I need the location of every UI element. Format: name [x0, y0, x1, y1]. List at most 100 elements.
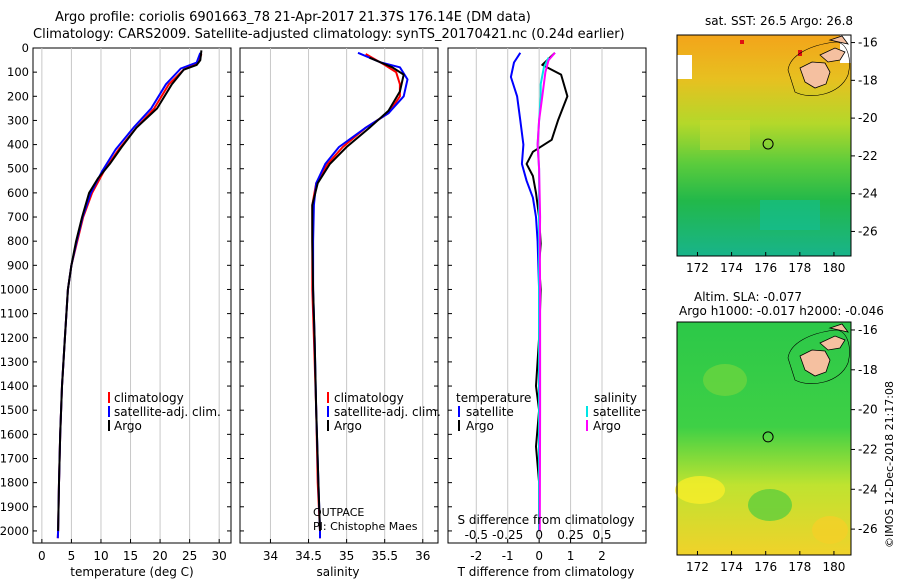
legend-sat-label: satellite-adj. clim.: [334, 405, 441, 419]
depth-tick-label: 1700: [0, 451, 29, 465]
imos-credit: ©IMOS 12-Dec-2018 21:17:08: [883, 381, 896, 548]
s-tick-label: -0.5: [465, 528, 488, 542]
sst-patch: [700, 120, 750, 150]
map-x-tick-label: 178: [788, 261, 811, 275]
map-y-tick-label: -22: [858, 149, 878, 163]
depth-tick-label: 400: [7, 138, 29, 152]
project-annotation: OUTPACE: [313, 506, 364, 519]
map-y-tick-label: -24: [858, 187, 878, 201]
x-tick-label: 0: [535, 549, 543, 563]
x-tick-label: -1: [502, 549, 514, 563]
legend-clim-label: climatology: [334, 391, 404, 405]
sla-map-title: Altim. SLA: -0.077: [694, 290, 802, 304]
x-tick-label: 20: [152, 549, 167, 563]
map-x-tick-label: 174: [720, 560, 743, 574]
fiji-island: [799, 61, 831, 89]
depth-tick-label: 1900: [0, 500, 29, 514]
map-y-tick-label: -26: [858, 522, 878, 536]
x-tick-label: 35.5: [371, 549, 398, 563]
map-y-tick-label: -22: [858, 442, 878, 456]
salinity-x-label: salinity: [316, 565, 359, 579]
s-tick-label: 0: [535, 528, 543, 542]
map-y-tick-label: -18: [858, 363, 878, 377]
depth-tick-label: 1400: [0, 379, 29, 393]
sla-anomaly: [703, 364, 747, 396]
depth-tick-label: 1100: [0, 307, 29, 321]
salinity-panel: 34 34.5 35 35.5 36 salinity climatology sate…: [239, 47, 441, 579]
map-y-tick-label: -18: [858, 73, 878, 87]
depth-tick-label: 1600: [0, 427, 29, 441]
sst-warm-pixel: [740, 40, 744, 44]
s-tick-label: 0.25: [557, 528, 584, 542]
sst-map: sat. SST: 26.5 Argo: 26.8 172 174 176 178 18…: [676, 14, 878, 275]
pi-annotation: PI: Chistophe Maes: [313, 520, 418, 533]
temperature-panel: 0 5 10 15 20 25 30 0 100 200 300 400 500 600 700 800 90…: [0, 41, 232, 579]
sst-patch: [760, 200, 820, 230]
series-line-argo: [57, 50, 203, 531]
sla-map-frame: [676, 321, 852, 556]
map-y-tick-label: -24: [858, 482, 878, 496]
depth-tick-label: 900: [7, 258, 29, 272]
map-y-tick-label: -20: [858, 111, 878, 125]
depth-tick-label: 1500: [0, 403, 29, 417]
bathymetry-contour: [787, 329, 850, 384]
difference-axes-box: [447, 47, 647, 544]
difference-x-label: T difference from climatology: [457, 565, 635, 579]
map-y-tick-label: -16: [858, 36, 878, 50]
temperature-axes-box: [32, 47, 232, 544]
legend-s-argo-label: Argo: [593, 419, 621, 433]
depth-tick-label: 800: [7, 234, 29, 248]
legend-t-sat-label: satellite: [466, 405, 514, 419]
legend-argo-label: Argo: [114, 419, 142, 433]
series-line-argo: [311, 56, 405, 531]
salinity-legend: climatology satellite-adj. clim. Argo: [327, 391, 441, 433]
map-x-tick-label: 172: [686, 560, 709, 574]
x-tick-label: 10: [93, 549, 108, 563]
map-x-tick-label: 178: [788, 560, 811, 574]
map-y-tick-label: -26: [858, 224, 878, 238]
sla-map-subtitle: Argo h1000: -0.017 h2000: -0.046: [679, 304, 884, 318]
legend-clim-label: climatology: [114, 391, 184, 405]
x-tick-label: 0: [38, 549, 46, 563]
map-x-tick-label: 176: [754, 560, 777, 574]
map-x-tick-label: 174: [720, 261, 743, 275]
x-tick-label: 35: [339, 549, 354, 563]
sst-map-title: sat. SST: 26.5 Argo: 26.8: [705, 14, 853, 28]
argo-position-marker: [762, 138, 774, 150]
temperature-legend: climatology satellite-adj. clim. Argo: [108, 391, 221, 433]
depth-tick-label: 300: [7, 113, 29, 127]
x-tick-label: 25: [182, 549, 197, 563]
difference-panel: -2 -1 0 1 2 T difference from climatology S …: [447, 47, 647, 579]
map-x-tick-label: 172: [686, 261, 709, 275]
argo-position-marker: [762, 431, 774, 443]
x-tick-label: -2: [470, 549, 482, 563]
depth-tick-label: 600: [7, 186, 29, 200]
legend-argo-label: Argo: [334, 419, 362, 433]
header-line-2: Climatology: CARS2009. Satellite-adjuste…: [33, 27, 625, 42]
salinity-axes-box: [239, 47, 439, 544]
legend-t-argo-label: Argo: [466, 419, 494, 433]
map-y-tick-label: -20: [858, 403, 878, 417]
x-tick-label: 5: [68, 549, 76, 563]
s-tick-label: 0.5: [592, 528, 611, 542]
sla-anomaly: [748, 489, 792, 521]
map-x-tick-label: 180: [822, 261, 845, 275]
x-tick-label: 34: [263, 549, 278, 563]
depth-tick-label: 200: [7, 89, 29, 103]
depth-tick-label: 1800: [0, 476, 29, 490]
map-y-tick-label: -16: [858, 323, 878, 337]
x-tick-label: 2: [598, 549, 606, 563]
sla-anomaly: [812, 516, 848, 544]
x-tick-label: 15: [123, 549, 138, 563]
sla-map: Altim. SLA: -0.077 Argo h1000: -0.017 h2…: [675, 290, 884, 574]
s-difference-axis-label: S difference from climatology: [458, 513, 635, 527]
depth-tick-label: 1000: [0, 282, 29, 296]
legend-temperature-heading: temperature: [456, 391, 531, 405]
depth-tick-label: 0: [22, 41, 29, 55]
x-tick-label: 1: [567, 549, 575, 563]
fiji-island: [799, 349, 831, 377]
island-outline: [819, 323, 849, 351]
series-line-salinity-argo: [536, 52, 556, 531]
legend-salinity-heading: salinity: [594, 391, 637, 405]
